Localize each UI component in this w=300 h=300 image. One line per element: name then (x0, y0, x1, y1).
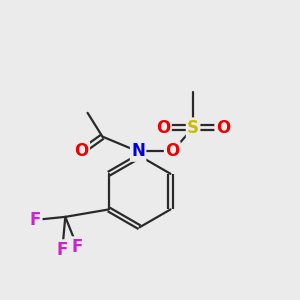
Text: F: F (57, 241, 68, 259)
Text: O: O (216, 119, 230, 137)
Text: O: O (165, 142, 179, 160)
Text: F: F (30, 211, 41, 229)
Text: F: F (71, 238, 83, 256)
Text: N: N (131, 142, 145, 160)
Text: S: S (187, 119, 199, 137)
Text: O: O (74, 142, 89, 160)
Text: O: O (156, 119, 170, 137)
